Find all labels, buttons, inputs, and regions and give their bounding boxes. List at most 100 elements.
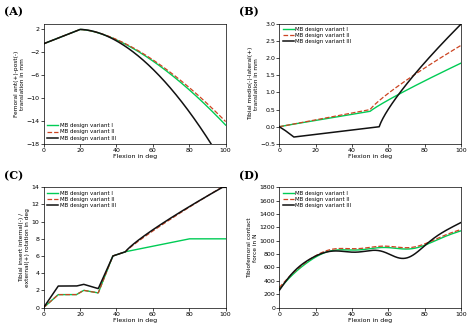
MB design variant III xyxy=(276,125,282,129)
MB design variant I xyxy=(363,110,369,114)
Line: MB design variant II: MB design variant II xyxy=(279,229,461,287)
MB design variant I xyxy=(454,63,460,67)
MB design variant III xyxy=(41,42,46,46)
MB design variant III xyxy=(191,115,196,119)
Text: (A): (A) xyxy=(4,7,23,18)
MB design variant II xyxy=(149,57,155,61)
MB design variant I xyxy=(276,287,282,291)
X-axis label: Flexion in deg: Flexion in deg xyxy=(113,318,157,323)
MB design variant II xyxy=(140,51,146,55)
Line: MB design variant III: MB design variant III xyxy=(279,222,461,290)
MB design variant III xyxy=(276,288,282,292)
Line: MB design variant II: MB design variant II xyxy=(279,45,461,127)
Line: MB design variant II: MB design variant II xyxy=(44,187,226,308)
MB design variant III xyxy=(149,228,155,232)
MB design variant I xyxy=(128,248,134,252)
MB design variant III xyxy=(365,126,370,130)
MB design variant III xyxy=(41,306,46,310)
MB design variant I xyxy=(375,104,381,108)
MB design variant II xyxy=(129,45,135,49)
MB design variant I xyxy=(375,246,381,250)
MB design variant II xyxy=(458,227,464,231)
MB design variant II xyxy=(219,185,224,189)
MB design variant III xyxy=(139,235,145,239)
MB design variant II xyxy=(77,27,83,31)
MB design variant II xyxy=(219,185,225,189)
MB design variant I xyxy=(223,237,228,241)
MB design variant II xyxy=(191,89,196,93)
MB design variant III xyxy=(149,67,155,71)
MB design variant III xyxy=(426,241,431,245)
MB design variant I xyxy=(426,242,431,246)
MB design variant I xyxy=(140,52,146,56)
MB design variant II xyxy=(128,44,133,48)
MB design variant II xyxy=(276,125,282,129)
MB design variant I xyxy=(458,61,464,65)
Line: MB design variant III: MB design variant III xyxy=(279,24,461,137)
MB design variant III xyxy=(77,27,83,31)
Text: (B): (B) xyxy=(239,7,259,18)
MB design variant III xyxy=(458,22,464,26)
MB design variant III xyxy=(219,159,225,163)
MB design variant III xyxy=(363,126,369,130)
Line: MB design variant II: MB design variant II xyxy=(44,29,226,121)
Line: MB design variant III: MB design variant III xyxy=(44,29,226,168)
MB design variant I xyxy=(219,119,225,123)
MB design variant I xyxy=(187,237,192,241)
MB design variant II xyxy=(276,285,282,289)
MB design variant II xyxy=(454,229,460,233)
MB design variant III xyxy=(223,166,228,170)
MB design variant III xyxy=(455,26,460,30)
MB design variant I xyxy=(385,246,391,249)
MB design variant I xyxy=(363,247,369,251)
MB design variant II xyxy=(363,109,369,113)
MB design variant II xyxy=(41,306,46,310)
MB design variant III xyxy=(375,125,381,129)
MB design variant II xyxy=(426,240,431,244)
Y-axis label: Tibial insert internal(-) /
external(+) rotation in deg: Tibial insert internal(-) / external(+) … xyxy=(19,208,30,287)
MB design variant III xyxy=(291,135,297,139)
MB design variant II xyxy=(375,100,381,104)
Y-axis label: Femoral ant(+)-post(-)
translation in mm: Femoral ant(+)-post(-) translation in mm xyxy=(14,50,25,117)
Line: MB design variant III: MB design variant III xyxy=(44,187,226,308)
X-axis label: Flexion in deg: Flexion in deg xyxy=(348,154,392,159)
X-axis label: Flexion in deg: Flexion in deg xyxy=(113,154,157,159)
MB design variant II xyxy=(190,203,196,207)
MB design variant II xyxy=(219,115,225,119)
MB design variant III xyxy=(223,185,228,189)
MB design variant III xyxy=(363,249,369,253)
MB design variant I xyxy=(426,77,431,81)
MB design variant II xyxy=(375,245,381,248)
MB design variant I xyxy=(454,230,460,234)
MB design variant I xyxy=(219,237,225,241)
MB design variant III xyxy=(128,48,133,52)
X-axis label: Flexion in deg: Flexion in deg xyxy=(348,318,392,323)
MB design variant I xyxy=(191,91,196,95)
MB design variant II xyxy=(149,230,155,234)
Y-axis label: Tibiofemoral contact
force in N: Tibiofemoral contact force in N xyxy=(247,217,258,278)
MB design variant II xyxy=(454,46,460,50)
MB design variant I xyxy=(129,46,135,50)
MB design variant III xyxy=(364,249,370,253)
MB design variant I xyxy=(149,245,155,248)
MB design variant I xyxy=(41,306,46,310)
MB design variant III xyxy=(190,203,196,207)
MB design variant II xyxy=(426,64,431,68)
MB design variant III xyxy=(385,108,391,112)
MB design variant I xyxy=(128,45,133,49)
Line: MB design variant I: MB design variant I xyxy=(44,29,226,125)
MB design variant III xyxy=(458,220,464,224)
MB design variant I xyxy=(458,229,464,233)
MB design variant III xyxy=(140,57,146,61)
MB design variant III xyxy=(128,244,134,248)
MB design variant III xyxy=(127,245,133,249)
Line: MB design variant I: MB design variant I xyxy=(279,231,461,289)
MB design variant I xyxy=(191,237,196,241)
MB design variant II xyxy=(385,92,391,96)
MB design variant II xyxy=(223,185,228,189)
Legend: MB design variant I, MB design variant II, MB design variant III: MB design variant I, MB design variant I… xyxy=(281,25,353,46)
MB design variant III xyxy=(454,223,460,227)
MB design variant II xyxy=(41,42,46,46)
Text: (C): (C) xyxy=(4,170,23,181)
MB design variant III xyxy=(129,49,135,53)
